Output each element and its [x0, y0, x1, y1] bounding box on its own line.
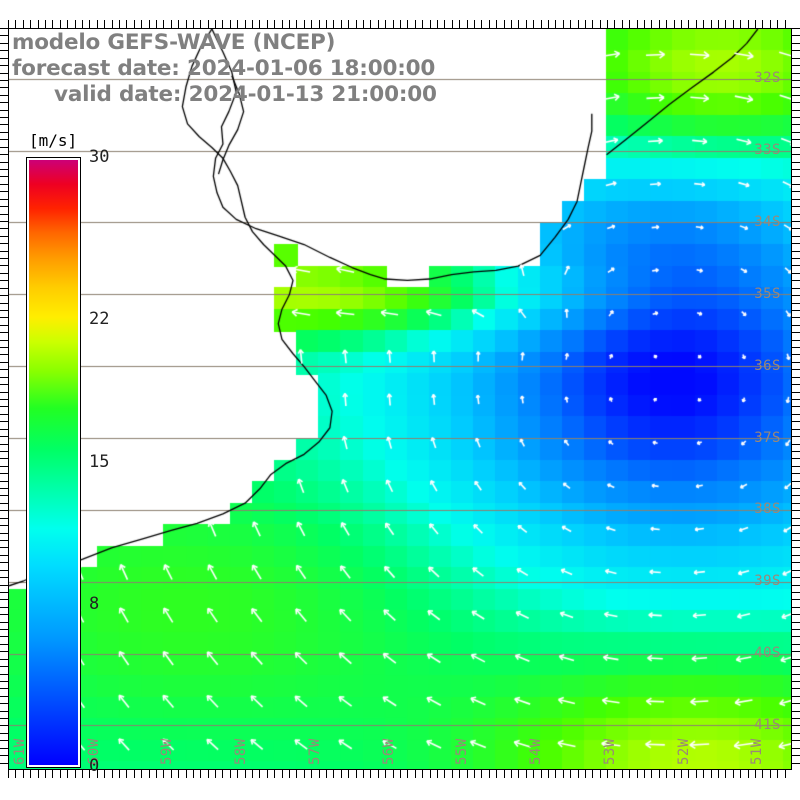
- colorbar-tick-8: 8: [89, 593, 100, 614]
- colorbar-tick-22: 22: [89, 309, 110, 330]
- left-axis-ticks: [0, 28, 8, 770]
- right-axis-ticks: [792, 28, 800, 770]
- colorbar-tick-30: 30: [89, 147, 110, 167]
- colorbar-tick-15: 15: [89, 451, 110, 472]
- wind-field-raster: [9, 29, 791, 769]
- colorbar-tick-0: 0: [89, 756, 100, 776]
- colorbar-unit-label: [m/s]: [29, 131, 78, 150]
- map-plot-area: 32S 33S 34S 35S 36S 37S 38S 39S 40S 41S 61W 60W 59W…: [8, 28, 792, 770]
- bottom-axis-ticks: [8, 770, 792, 778]
- colorbar-gradient: [26, 157, 81, 768]
- top-axis-ticks: [8, 20, 792, 28]
